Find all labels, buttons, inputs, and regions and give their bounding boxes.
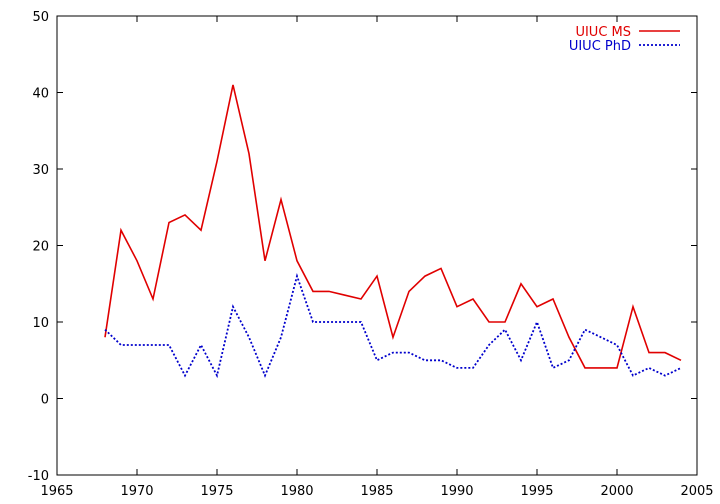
y-tick-label: 0 — [41, 393, 49, 408]
x-tick-label: 1965 — [40, 484, 73, 499]
x-tick-label: 1990 — [440, 484, 473, 499]
series-layer — [104, 84, 682, 379]
x-tick-label: 1985 — [360, 484, 393, 499]
x-tick-label: 1995 — [520, 484, 553, 499]
series-line-0 — [104, 84, 682, 369]
y-tick-label: -10 — [28, 469, 49, 484]
y-tick-label: 10 — [32, 316, 49, 331]
series-line-1 — [104, 273, 682, 379]
x-tick-label: 1975 — [200, 484, 233, 499]
y-tick-label: 50 — [32, 10, 49, 25]
y-tick-label: 30 — [32, 163, 49, 178]
x-tick-label: 1980 — [280, 484, 313, 499]
x-tick-label: 2005 — [680, 484, 713, 499]
plot-frame — [56, 15, 698, 476]
y-tick-label: 20 — [32, 240, 49, 255]
legend-label-0: UIUC MS — [575, 25, 631, 40]
x-tick-label: 1970 — [120, 484, 153, 499]
x-tick-label: 2000 — [600, 484, 633, 499]
y-tick-label: 40 — [32, 87, 49, 102]
axis-ticks: 1965 1970 1975 1980 1985 1990 1995 2000 2005 -10 0… — [28, 10, 714, 499]
legend-label-1: UIUC PhD — [569, 39, 631, 54]
